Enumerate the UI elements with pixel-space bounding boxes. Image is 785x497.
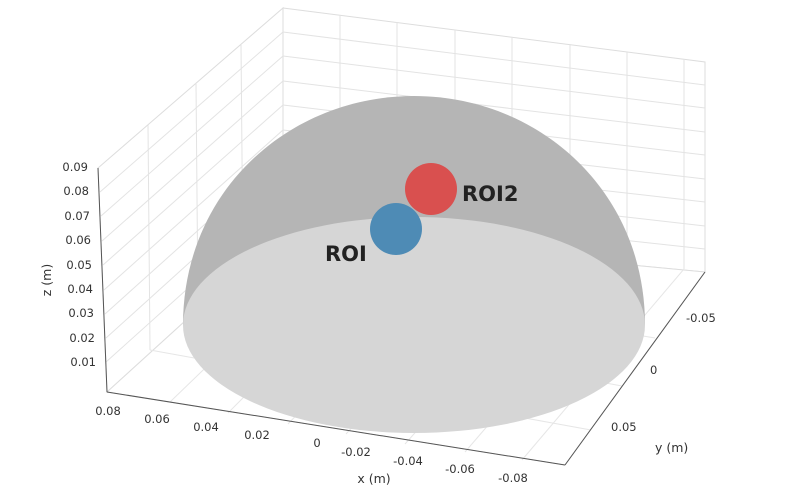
- roi2-label: ROI2: [462, 182, 518, 206]
- x-tick-label: -0.08: [498, 471, 528, 485]
- x-tick-label: 0.04: [193, 420, 219, 434]
- x-tick-label: -0.06: [445, 462, 475, 476]
- z-tick-label: 0.01: [70, 355, 96, 369]
- grid-line: [102, 104, 284, 266]
- z-tick-label: 0.07: [64, 209, 90, 223]
- y-tick-label: 0.05: [611, 420, 637, 434]
- x-tick-label: 0: [313, 436, 320, 450]
- roi-sphere: [370, 203, 422, 255]
- y-tick-label: 0: [650, 363, 657, 377]
- roi-markers: ROI2 ROI: [325, 163, 518, 266]
- grid-line: [282, 80, 706, 133]
- roi-label: ROI: [325, 242, 367, 266]
- grid-line: [147, 124, 151, 351]
- y-axis-label: y (m): [655, 440, 688, 455]
- x-axis-label: x (m): [357, 471, 390, 486]
- roi2-sphere: [405, 163, 457, 215]
- y-tick-label: -0.05: [686, 311, 716, 325]
- z-tick-label: 0.04: [67, 282, 93, 296]
- z-tick-label: 0.06: [65, 233, 91, 247]
- x-tick-label: 0.02: [244, 428, 270, 442]
- x-tick-label: -0.04: [393, 454, 423, 468]
- grid-line: [282, 55, 706, 109]
- x-tick-label: 0.06: [144, 412, 170, 426]
- z-tick-label: 0.03: [68, 306, 94, 320]
- grid-line: [103, 129, 284, 291]
- z-tick-label: 0.09: [62, 160, 88, 174]
- x-axis-ticks: 0.08 0.06 0.04 0.02 0 -0.02 -0.04 -0.06 …: [95, 404, 528, 486]
- grid-line: [99, 31, 284, 193]
- z-tick-label: 0.08: [63, 184, 89, 198]
- z-tick-label: 0.05: [66, 258, 92, 272]
- grid-line: [101, 80, 284, 242]
- x-axis-line: [106, 391, 566, 466]
- z-tick-label: 0.02: [69, 331, 95, 345]
- x-tick-label: 0.08: [95, 404, 121, 418]
- grid-line: [100, 55, 284, 217]
- x-tick-label: -0.02: [341, 445, 371, 459]
- grid-line: [282, 31, 706, 86]
- z-axis-label: z (m): [39, 264, 54, 296]
- y-axis-ticks: -0.05 0 0.05 y (m): [611, 311, 716, 455]
- y-axis-line: [564, 271, 706, 466]
- hemisphere-base: [183, 217, 645, 433]
- z-axis-line: [97, 167, 108, 393]
- axis-lines: [97, 167, 706, 466]
- z-axis-ticks: 0.09 0.08 0.07 0.06 0.05 0.04 0.03 0.02 …: [39, 160, 96, 369]
